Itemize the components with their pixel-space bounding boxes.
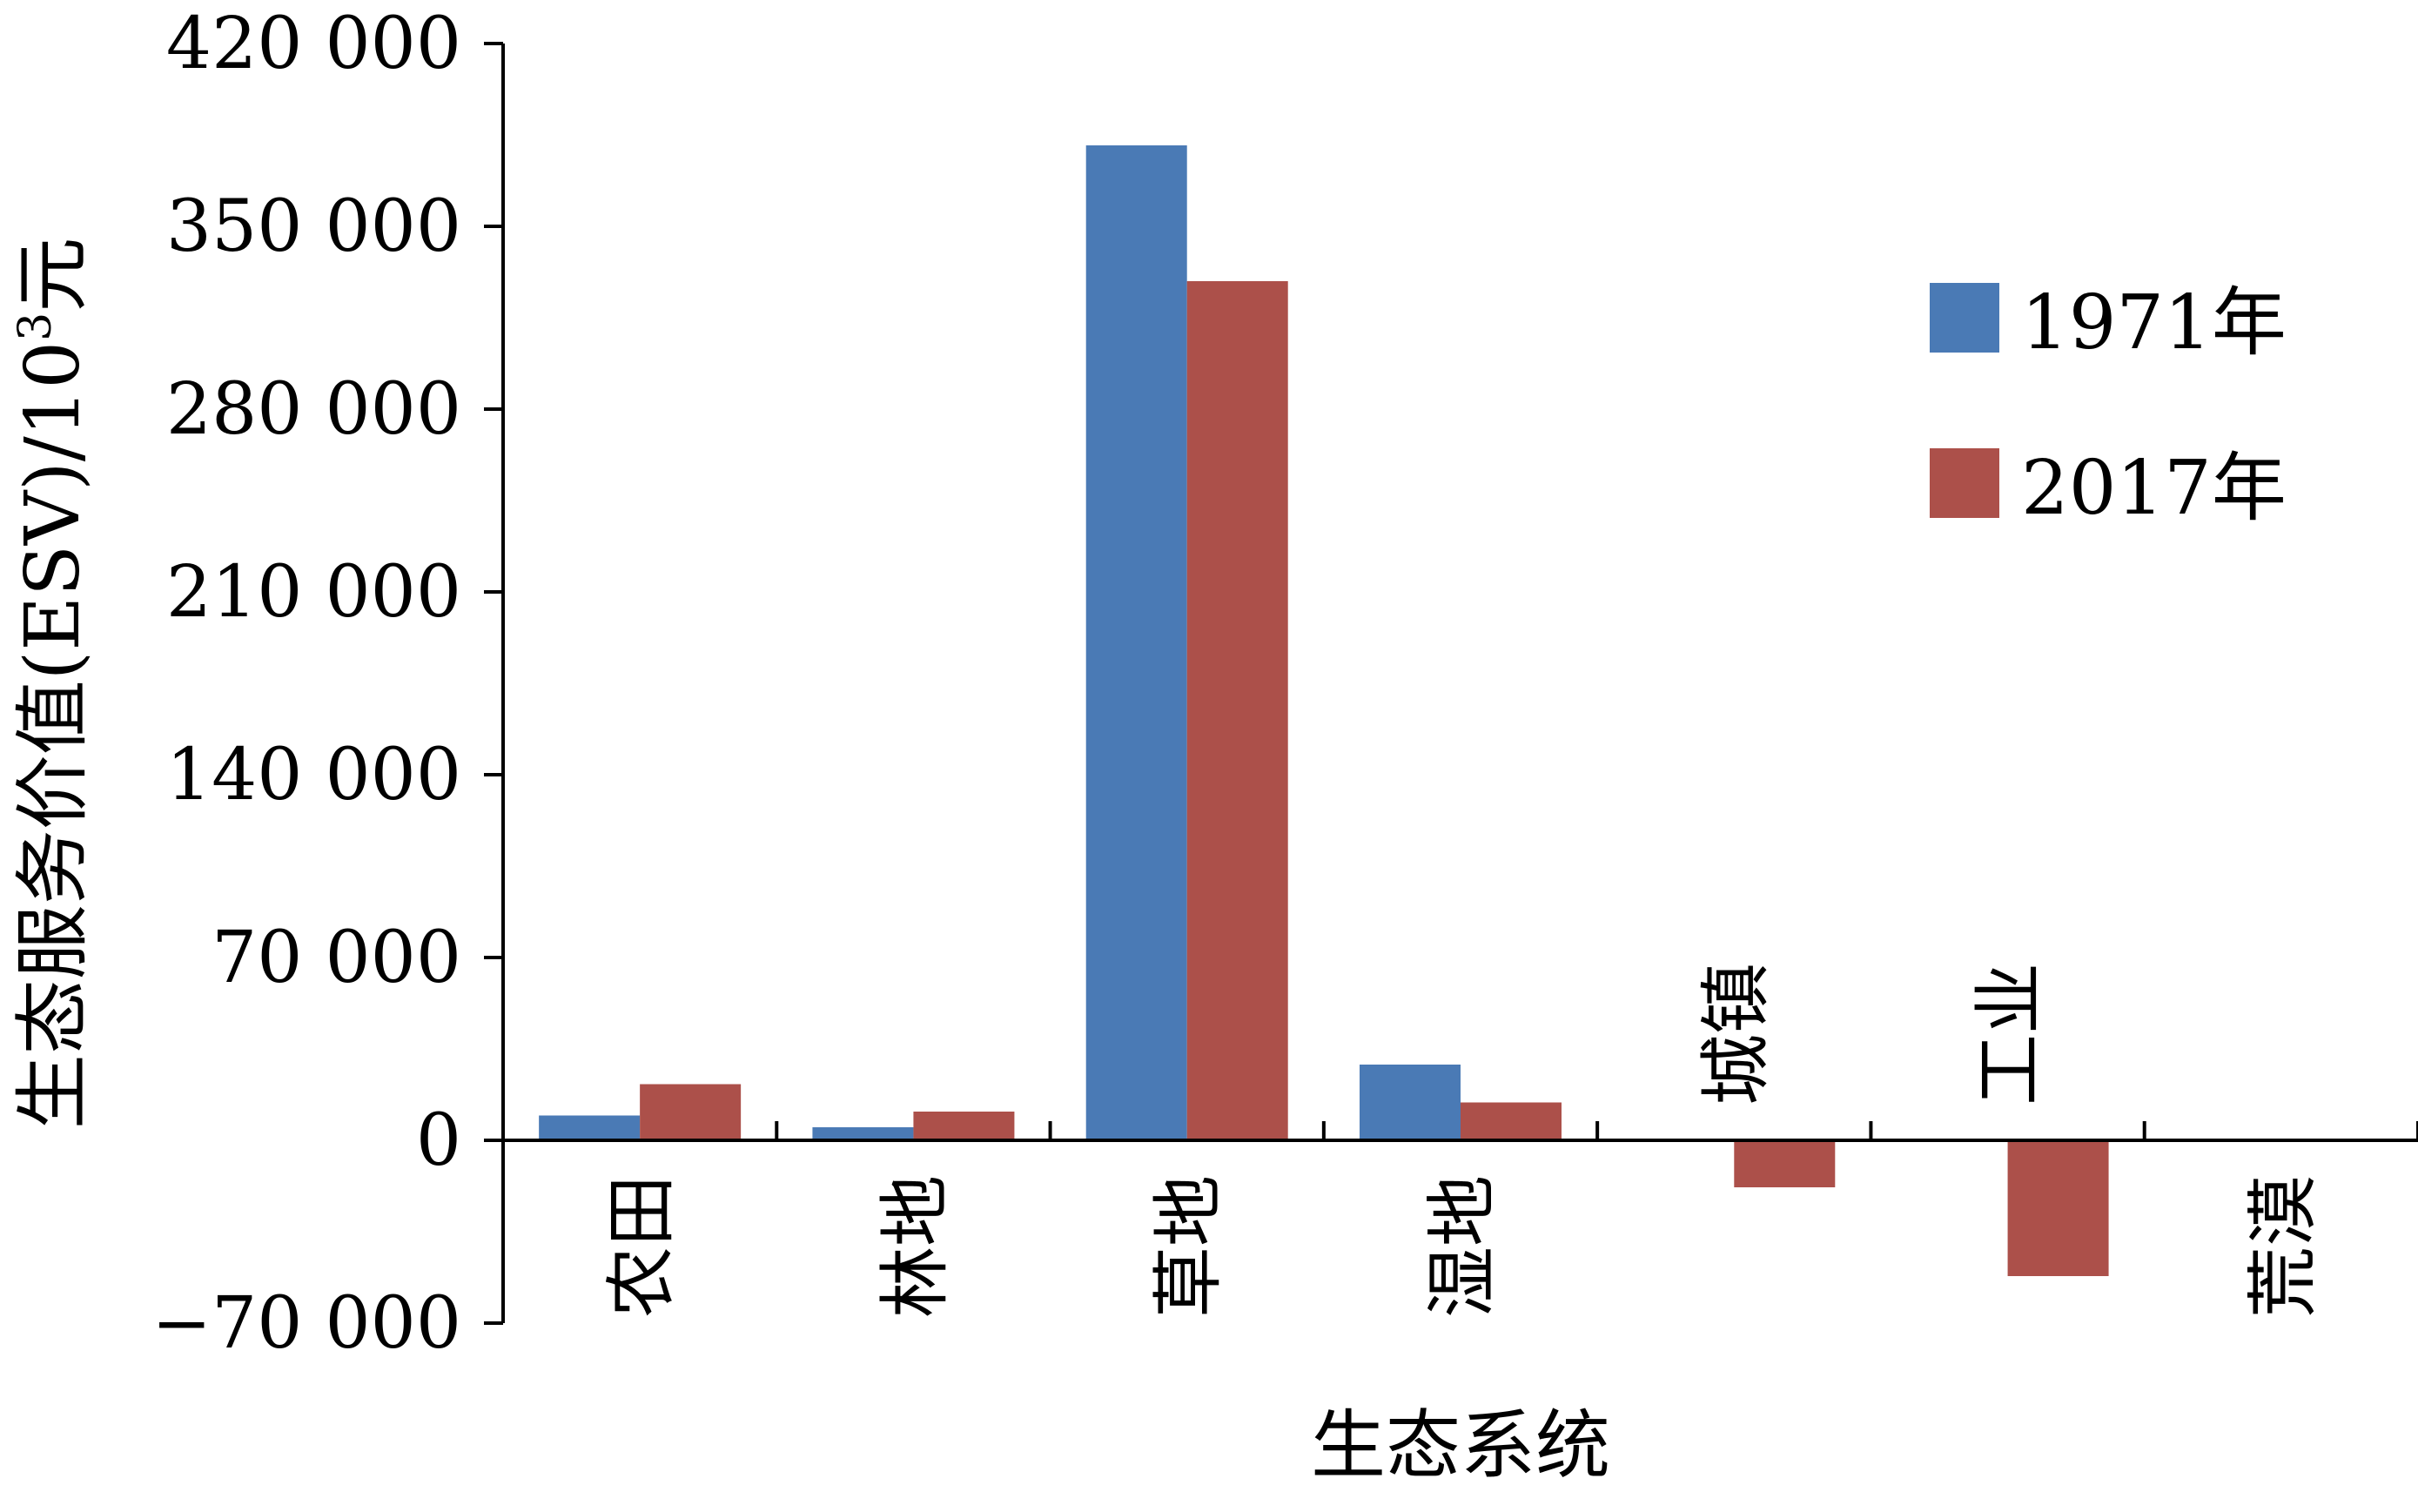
- y-tick-label: 0: [416, 1099, 461, 1182]
- y-tick-label: 420 000: [166, 3, 461, 85]
- y-axis-title-unit: 元: [10, 238, 97, 312]
- y-tick-label: −70 000: [151, 1282, 461, 1365]
- legend: 1971年 2017年: [1930, 279, 2287, 532]
- bars-layer: [539, 145, 2109, 1276]
- legend-swatch: [1930, 448, 1999, 518]
- category-label: 林地: [874, 1175, 957, 1318]
- x-axis-title: 生态系统: [1311, 1402, 1610, 1489]
- category-label: 荒漠: [2242, 1175, 2325, 1318]
- bar-2017: [1186, 281, 1288, 1140]
- axes-layer: [501, 44, 2418, 1323]
- legend-swatch: [1930, 283, 1999, 353]
- bar-1971: [1085, 145, 1187, 1140]
- y-tick-label: 350 000: [166, 185, 461, 268]
- y-axis-title-superscript: 3: [10, 312, 62, 341]
- y-axis-title-main: 生态服务价值(ESV)/10: [10, 341, 97, 1129]
- bar-2017: [913, 1112, 1015, 1140]
- y-tick-label: 280 000: [166, 368, 461, 451]
- y-axis-title: 生态服务价值(ESV)/103元: [10, 238, 97, 1129]
- category-label: 草地: [1148, 1175, 1231, 1318]
- bar-1971: [1360, 1065, 1461, 1140]
- y-tick-label: 210 000: [166, 551, 461, 634]
- category-label: 工业: [1969, 963, 2052, 1105]
- x-ticks: [775, 1121, 2418, 1140]
- category-label: 城镇: [1695, 963, 1777, 1105]
- bar-2017: [640, 1084, 742, 1140]
- bar-2017: [2007, 1140, 2109, 1276]
- bar-1971: [539, 1115, 641, 1140]
- bar-2017: [1734, 1140, 1836, 1187]
- y-ticks: −70 000 0 70 000 140 000 210 000 280 000 350 0…: [151, 3, 503, 1365]
- y-tick-label: 70 000: [212, 917, 461, 999]
- bar-2017: [1461, 1102, 1562, 1140]
- y-tick-label: 140 000: [166, 734, 461, 816]
- bar-1971: [812, 1127, 914, 1140]
- legend-label: 1971年: [2021, 279, 2287, 366]
- category-label: 农田: [601, 1175, 683, 1318]
- category-label: 湿地: [1421, 1175, 1504, 1318]
- legend-label: 2017年: [2021, 445, 2287, 532]
